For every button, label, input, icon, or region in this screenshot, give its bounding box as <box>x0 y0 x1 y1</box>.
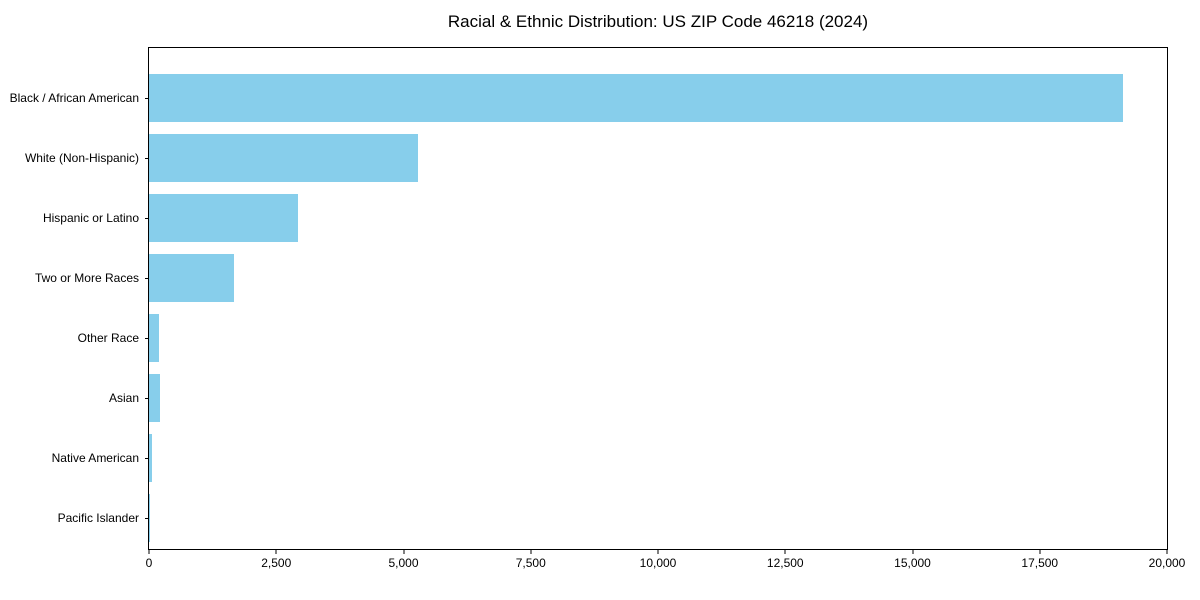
x-axis-tick <box>657 550 659 554</box>
x-axis-tick-label: 7,500 <box>515 556 546 570</box>
bar <box>149 494 150 542</box>
y-axis-label: Other Race <box>77 331 139 345</box>
y-axis-label: White (Non-Hispanic) <box>24 151 139 165</box>
x-axis-tick <box>912 550 913 554</box>
y-axis-label: Native American <box>51 451 139 465</box>
x-axis-tick-label: 10,000 <box>639 556 677 570</box>
bar <box>149 314 159 362</box>
bar-row: Black / African American <box>10 68 1167 128</box>
x-axis-tick-label: 15,000 <box>894 556 931 570</box>
x-axis-tick-label: 5,000 <box>388 556 419 570</box>
y-axis-tick <box>145 338 149 339</box>
y-axis-tick <box>145 218 149 219</box>
bar-row: Pacific Islander <box>58 488 1167 548</box>
x-axis-tick <box>784 550 786 554</box>
x-axis-tick <box>1166 550 1168 554</box>
bar-row: Other Race <box>78 308 1167 368</box>
y-axis-label: Two or More Races <box>34 271 139 285</box>
x-axis-tick-label: 17,500 <box>1021 556 1059 570</box>
x-axis-tick <box>148 550 150 554</box>
bar-row: Asian <box>109 368 1167 428</box>
bar <box>149 434 152 482</box>
y-axis-tick <box>145 98 149 99</box>
y-axis-label: Black / African American <box>9 91 139 105</box>
x-axis-tick <box>530 550 532 554</box>
y-axis-tick <box>145 518 149 519</box>
x-axis-tick <box>1039 550 1041 554</box>
bar <box>149 134 419 182</box>
bar-row: White (Non-Hispanic) <box>25 128 1167 188</box>
x-axis-tick-label: 2,500 <box>261 556 292 570</box>
x-axis-tick <box>403 550 404 554</box>
y-axis-tick <box>145 398 149 399</box>
x-axis-tick <box>275 550 277 554</box>
y-axis-tick <box>145 158 149 159</box>
chart-title: Racial & Ethnic Distribution: US ZIP Cod… <box>447 12 869 31</box>
plot-area: Black / African American White (Non-Hispa… <box>10 47 1185 570</box>
y-axis-tick <box>145 458 149 459</box>
x-axis-tick-label: 20,000 <box>1148 556 1186 570</box>
bar-row: Two or More Races <box>35 248 1167 308</box>
bars-area: Black / African American White (Non-Hispa… <box>10 48 1167 549</box>
bar <box>149 74 1123 122</box>
x-axis-tick-label: 0 <box>145 556 153 570</box>
x-axis-tick-label: 12,500 <box>766 556 804 570</box>
bar-row: Native American <box>52 428 1167 488</box>
bar <box>149 374 160 422</box>
bar <box>149 254 234 302</box>
bar-row: Hispanic or Latino <box>43 188 1167 248</box>
bar <box>149 194 298 242</box>
y-axis-label: Asian <box>108 391 139 405</box>
y-axis-label: Hispanic or Latino <box>42 211 139 225</box>
y-axis-label: Pacific Islander <box>57 511 139 525</box>
y-axis-tick <box>145 278 149 279</box>
